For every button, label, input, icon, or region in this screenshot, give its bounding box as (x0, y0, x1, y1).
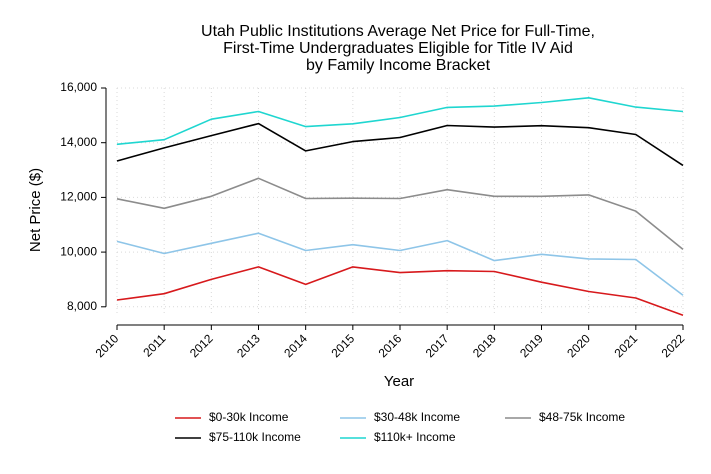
series-line-1 (116, 232, 684, 296)
x-axis-label: Year (384, 373, 414, 390)
y-tick-label: 8,000 (67, 299, 97, 313)
legend-label: $75-110k Income (209, 430, 301, 444)
y-tick-label: 14,000 (60, 135, 97, 149)
chart-title-line-3: by Family Income Bracket (306, 57, 491, 74)
legend-label: $110k+ Income (374, 430, 456, 444)
y-axis-label: Net Price ($) (27, 168, 44, 252)
chart-title-line-2: First-Time Undergraduates Eligible for T… (223, 40, 573, 57)
series-line-3 (116, 122, 684, 167)
series-line-0 (116, 266, 684, 317)
chart-title-line-1: Utah Public Institutions Average Net Pri… (201, 23, 595, 40)
y-tick-label: 12,000 (60, 190, 97, 204)
y-tick-label: 10,000 (60, 244, 97, 258)
legend: $0-30k Income $30-48k Income $48-75k Incom… (175, 410, 625, 444)
legend-label: $0-30k Income (209, 410, 289, 424)
y-tick-label: 16,000 (60, 80, 97, 94)
series-line-2 (116, 177, 684, 251)
series-lines (116, 97, 684, 317)
series-line-4 (116, 97, 684, 146)
legend-label: $30-48k Income (374, 410, 460, 424)
legend-label: $48-75k Income (539, 410, 625, 424)
